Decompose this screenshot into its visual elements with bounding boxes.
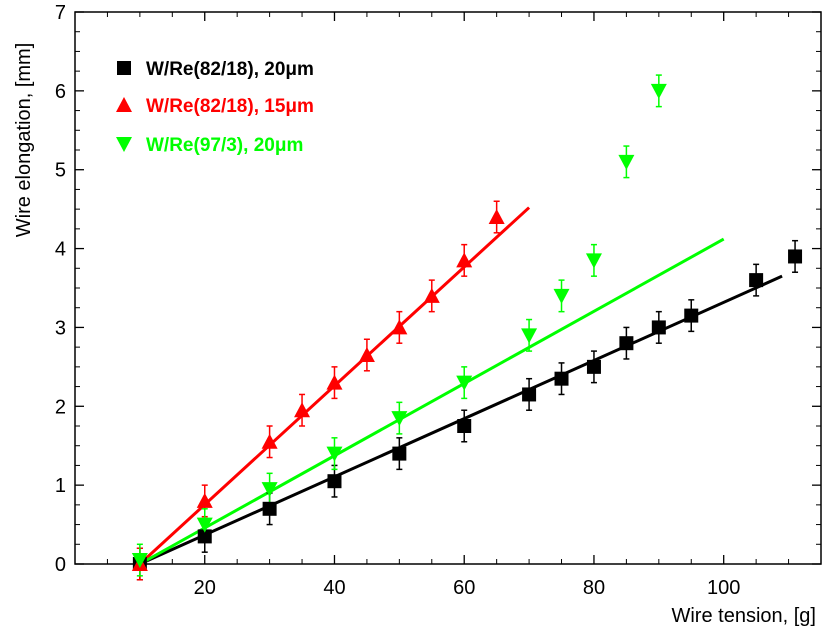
plot-frame [74,11,822,565]
y-tick-label: 4 [55,239,66,261]
data-point-series-2 [196,492,213,508]
legend-label-3: W/Re(97/3), 20μm [146,135,303,156]
data-point-series-1 [586,359,601,374]
x-tick-label: 60 [453,577,475,599]
legend: W/Re(82/18), 20μm W/Re(82/18), 15μm W/Re(9… [116,59,314,156]
legend-marker-3 [116,137,132,152]
fit-line-series-3 [139,237,725,566]
data-point-series-1 [327,474,342,489]
data-point-series-1 [522,387,537,402]
data-point-series-3 [553,288,570,304]
data-point-series-1 [262,501,277,516]
data-point-series-1 [554,371,569,386]
data-point-series-2 [261,433,278,449]
data-point-series-1 [619,336,634,351]
data-point-series-3 [456,375,473,391]
y-tick-label: 7 [55,2,66,24]
y-tick-label: 0 [55,554,66,576]
legend-marker-2 [116,97,132,112]
x-tick-label: 100 [707,577,740,599]
y-axis-label: Wire elongation, [mm] [13,43,35,238]
y-tick-label: 1 [55,475,66,497]
data-point-series-2 [456,252,473,268]
data-point-series-3 [521,328,538,344]
data-point-series-2 [423,287,440,303]
x-tick-label: 20 [194,577,216,599]
y-tick-label: 5 [55,160,66,182]
data-point-series-3 [196,517,213,533]
y-tick-label: 6 [55,81,66,103]
data-point-series-1 [788,249,803,264]
data-point-series-2 [391,319,408,335]
data-point-series-3 [650,83,667,99]
data-point-series-2 [294,402,311,418]
data-point-series-1 [457,419,472,433]
legend-label-1: W/Re(82/18), 20μm [146,59,314,80]
axis-ticks: 20 40 60 80 100 0 1 2 3 4 5 6 7 [55,2,821,599]
data-point-series-2 [358,347,375,363]
data-point-series-3 [131,553,148,569]
x-tick-label: 80 [583,577,605,599]
data-point-series-2 [326,374,343,390]
x-tick-label: 40 [323,577,345,599]
legend-label-2: W/Re(82/18), 15μm [146,96,314,117]
data-point-series-3 [585,253,602,269]
data-point-series-1 [684,308,699,323]
data-point-series-1 [197,529,212,544]
data-point-series-3 [261,482,278,498]
data-point-series-3 [391,411,408,427]
data-point-series-1 [392,446,407,461]
y-tick-label: 3 [55,317,66,339]
data-point-series-2 [488,209,505,225]
data-point-series-1 [651,320,666,335]
data-markers [131,83,803,571]
y-tick-label: 2 [55,396,66,418]
data-point-series-3 [618,154,635,170]
legend-marker-1 [117,61,131,75]
x-axis-label: Wire tension, [g] [671,605,816,627]
data-point-series-1 [749,273,764,288]
data-point-series-3 [326,446,343,462]
